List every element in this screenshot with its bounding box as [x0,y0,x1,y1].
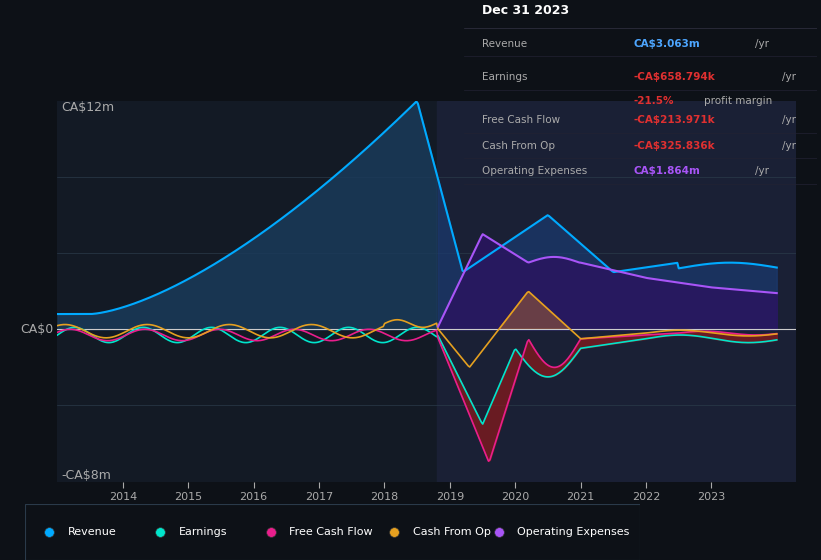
Text: Free Cash Flow: Free Cash Flow [481,115,560,125]
Text: CA$1.864m: CA$1.864m [633,166,700,176]
Text: -21.5%: -21.5% [633,96,674,105]
Text: Free Cash Flow: Free Cash Flow [290,527,373,537]
Text: CA$12m: CA$12m [62,101,114,114]
Text: /yr: /yr [782,141,796,151]
Text: Earnings: Earnings [481,72,527,82]
Text: profit margin: profit margin [704,96,773,105]
Text: Earnings: Earnings [179,527,227,537]
Text: -CA$325.836k: -CA$325.836k [633,141,715,151]
Bar [437,101,796,482]
Text: Operating Expenses: Operating Expenses [481,166,587,176]
Text: -CA$8m: -CA$8m [62,469,111,482]
Text: CA$0: CA$0 [21,323,54,336]
Text: Cash From Op: Cash From Op [413,527,490,537]
Text: Revenue: Revenue [481,39,526,49]
Text: -CA$658.794k: -CA$658.794k [633,72,715,82]
Text: /yr: /yr [782,72,796,82]
Text: /yr: /yr [755,166,769,176]
Text: Dec 31 2023: Dec 31 2023 [481,4,569,17]
Text: Cash From Op: Cash From Op [481,141,554,151]
Text: Operating Expenses: Operating Expenses [517,527,630,537]
Text: /yr: /yr [782,115,796,125]
Text: Revenue: Revenue [68,527,117,537]
Text: CA$3.063m: CA$3.063m [633,39,700,49]
Text: -CA$213.971k: -CA$213.971k [633,115,715,125]
Text: /yr: /yr [755,39,769,49]
